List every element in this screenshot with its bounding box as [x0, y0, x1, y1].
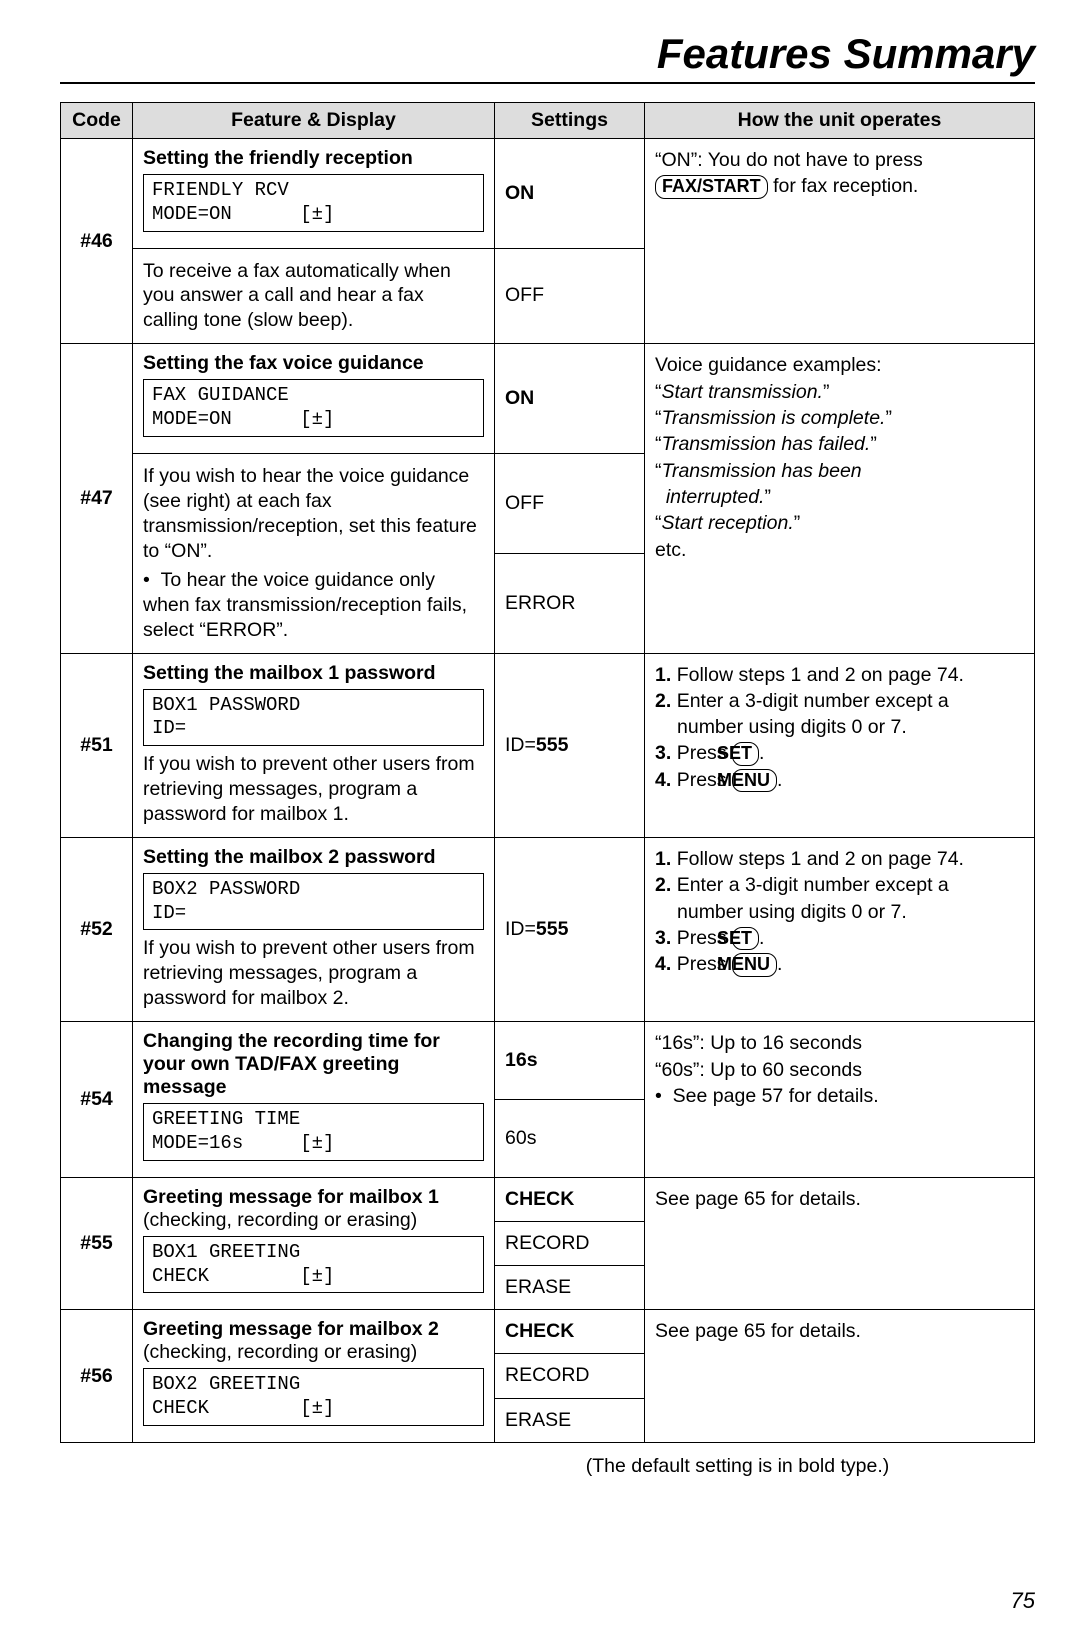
how-text: See page 57 for details.: [655, 1083, 1024, 1109]
how-text: “ON”: You do not have to press: [655, 149, 923, 171]
setting-error: ERROR: [495, 553, 645, 653]
key-set: SET: [732, 742, 759, 766]
feat-title: Setting the mailbox 2 password: [143, 846, 484, 869]
code-54: #54: [61, 1022, 133, 1178]
step-text: number using digits 0 or 7.: [677, 901, 907, 923]
th-feature: Feature & Display: [133, 103, 495, 139]
feature-46-top: Setting the friendly reception FRIENDLY …: [133, 139, 495, 249]
how-51: 1. Follow steps 1 and 2 on page 74. 2. E…: [645, 653, 1035, 837]
setting-check: CHECK: [495, 1177, 645, 1221]
table-row: #52 Setting the mailbox 2 password BOX2 …: [61, 837, 1035, 1021]
feat-title: Setting the mailbox 1 password: [143, 662, 484, 685]
setting-60s: 60s: [495, 1100, 645, 1178]
setting-off: OFF: [495, 453, 645, 553]
setting-id: ID=555: [495, 653, 645, 837]
feat-title: Greeting message for mailbox 1: [143, 1186, 439, 1208]
how-47: Voice guidance examples:“Start transmiss…: [645, 344, 1035, 653]
lcd-display: BOX1 GREETING CHECK [±]: [143, 1236, 484, 1294]
table-row: #46 Setting the friendly reception FRIEN…: [61, 139, 1035, 249]
key-fax-start: FAX/START: [655, 175, 768, 199]
lcd-display: BOX2 GREETING CHECK [±]: [143, 1368, 484, 1426]
setting-check: CHECK: [495, 1310, 645, 1354]
feature-54: Changing the recording time for your own…: [133, 1022, 495, 1178]
feat-title: Greeting message for mailbox 2: [143, 1318, 439, 1340]
setting-id: ID=555: [495, 837, 645, 1021]
code-55: #55: [61, 1177, 133, 1310]
lcd-display: FAX GUIDANCE MODE=ON [±]: [143, 379, 484, 437]
how-56: See page 65 for details.: [645, 1310, 1035, 1443]
setting-erase: ERASE: [495, 1398, 645, 1442]
setting-16s: 16s: [495, 1022, 645, 1100]
code-56: #56: [61, 1310, 133, 1443]
code-46: #46: [61, 139, 133, 344]
step-text: Enter a 3-digit number except a: [677, 690, 949, 712]
feature-51: Setting the mailbox 1 password BOX1 PASS…: [133, 653, 495, 837]
key-menu: MENU: [732, 769, 777, 793]
lcd-display: BOX1 PASSWORD ID=: [143, 689, 484, 747]
code-52: #52: [61, 837, 133, 1021]
page-title: Features Summary: [60, 30, 1035, 84]
feat-title: Setting the friendly reception: [143, 147, 484, 170]
key-menu: MENU: [732, 953, 777, 977]
how-54: “16s”: Up to 16 seconds “60s”: Up to 60 …: [645, 1022, 1035, 1178]
how-55: See page 65 for details.: [645, 1177, 1035, 1310]
feat-title: Setting the fax voice guidance: [143, 352, 484, 375]
feature-56: Greeting message for mailbox 2 (checking…: [133, 1310, 495, 1443]
step-text: Follow steps 1 and 2 on page 74.: [677, 848, 964, 870]
feature-46-desc: To receive a fax automatically when you …: [133, 248, 495, 344]
setting-on: ON: [495, 344, 645, 454]
setting-on: ON: [495, 139, 645, 249]
th-settings: Settings: [495, 103, 645, 139]
setting-off: OFF: [495, 248, 645, 344]
page-number: 75: [60, 1588, 1035, 1614]
feature-47-desc: If you wish to hear the voice guidance (…: [133, 453, 495, 653]
table-row: #51 Setting the mailbox 1 password BOX1 …: [61, 653, 1035, 837]
feat-desc-bullet: To hear the voice guidance only when fax…: [143, 568, 484, 643]
how-text: See page 65 for details.: [655, 1318, 1024, 1344]
footnote: (The default setting is in bold type.): [60, 1455, 1035, 1478]
th-how: How the unit operates: [645, 103, 1035, 139]
feat-sub: (checking, recording or erasing): [143, 1341, 417, 1363]
table-row: #47 Setting the fax voice guidance FAX G…: [61, 344, 1035, 454]
lcd-display: GREETING TIME MODE=16s [±]: [143, 1103, 484, 1161]
features-table: Code Feature & Display Settings How the …: [60, 102, 1035, 1443]
lcd-display: BOX2 PASSWORD ID=: [143, 873, 484, 931]
step-text: Enter a 3-digit number except a: [677, 874, 949, 896]
code-51: #51: [61, 653, 133, 837]
setting-record: RECORD: [495, 1221, 645, 1265]
how-52: 1. Follow steps 1 and 2 on page 74. 2. E…: [645, 837, 1035, 1021]
feature-47-top: Setting the fax voice guidance FAX GUIDA…: [133, 344, 495, 454]
feature-52: Setting the mailbox 2 password BOX2 PASS…: [133, 837, 495, 1021]
table-row: #56 Greeting message for mailbox 2 (chec…: [61, 1310, 1035, 1354]
table-row: #54 Changing the recording time for your…: [61, 1022, 1035, 1100]
how-46: “ON”: You do not have to press FAX/START…: [645, 139, 1035, 344]
step-text: number using digits 0 or 7.: [677, 716, 907, 738]
th-code: Code: [61, 103, 133, 139]
feat-desc: To receive a fax automatically when you …: [143, 259, 484, 334]
how-text: for fax reception.: [768, 175, 919, 197]
feat-desc: If you wish to hear the voice guidance (…: [143, 464, 484, 564]
feat-desc: If you wish to prevent other users from …: [143, 936, 484, 1011]
how-text: “60s”: Up to 60 seconds: [655, 1057, 1024, 1083]
setting-record: RECORD: [495, 1354, 645, 1398]
feat-desc: If you wish to prevent other users from …: [143, 752, 484, 827]
feat-title: Changing the recording time for your own…: [143, 1030, 484, 1099]
code-47: #47: [61, 344, 133, 653]
feature-55: Greeting message for mailbox 1 (checking…: [133, 1177, 495, 1310]
lcd-display: FRIENDLY RCV MODE=ON [±]: [143, 174, 484, 232]
how-text: “16s”: Up to 16 seconds: [655, 1030, 1024, 1056]
setting-erase: ERASE: [495, 1266, 645, 1310]
step-text: Follow steps 1 and 2 on page 74.: [677, 664, 964, 686]
how-text: See page 65 for details.: [655, 1186, 1024, 1212]
key-set: SET: [732, 927, 759, 951]
feat-sub: (checking, recording or erasing): [143, 1209, 417, 1231]
table-row: #55 Greeting message for mailbox 1 (chec…: [61, 1177, 1035, 1221]
